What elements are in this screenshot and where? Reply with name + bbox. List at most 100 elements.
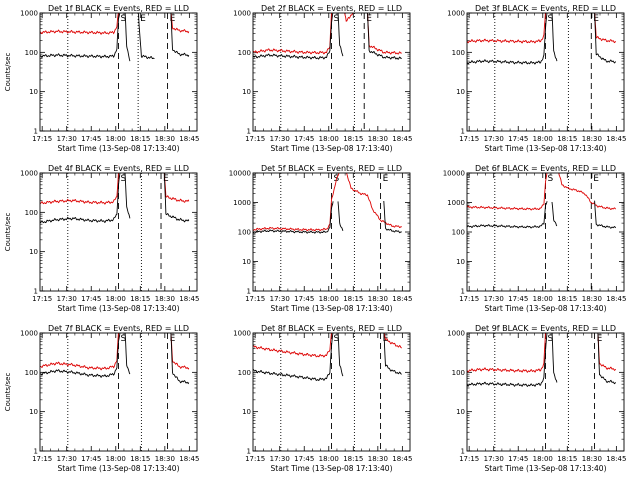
x-tick-label: 18:15 xyxy=(343,135,363,143)
x-tick-label: 17:45 xyxy=(294,135,314,143)
x-tick-label: 17:30 xyxy=(484,295,504,303)
chart-panel-3: Det 3f BLACK = Events, RED = LLD Start Ti… xyxy=(447,4,626,153)
y-tick-label: 1000 xyxy=(447,330,465,338)
y-tick-label: 1000 xyxy=(233,10,251,18)
series-line-events xyxy=(163,173,190,223)
x-tick-label: 18:45 xyxy=(392,295,412,303)
y-tick-label: 1000 xyxy=(447,10,465,18)
x-tick-label: 18:00 xyxy=(533,295,553,303)
x-tick-label: 17:45 xyxy=(81,295,101,303)
marker-label: E xyxy=(593,14,599,24)
chart-title: Det 5f BLACK = Events, RED = LLD xyxy=(261,164,402,173)
y-tick-label: 1 xyxy=(461,128,465,136)
chart-panel-8: Det 8f BLACK = Events, RED = LLD Start Ti… xyxy=(233,324,412,473)
y-axis-label: Counts/sec xyxy=(4,53,12,92)
x-tick-label: 18:30 xyxy=(582,135,602,143)
series-line-events xyxy=(337,13,344,57)
x-axis-label: Start Time (13-Sep-08 17:13:40) xyxy=(271,144,393,153)
x-tick-label: 18:00 xyxy=(533,135,553,143)
y-tick-label: 10 xyxy=(242,408,251,416)
y-tick-label: 10 xyxy=(29,248,38,256)
y-tick-label: 1 xyxy=(34,288,38,296)
series-line-events xyxy=(467,201,548,229)
x-tick-label: 17:15 xyxy=(245,135,265,143)
series-line-lld xyxy=(467,333,546,373)
x-tick-label: 18:00 xyxy=(319,135,339,143)
x-tick-label: 18:00 xyxy=(319,455,339,463)
plot-frame xyxy=(252,12,411,132)
x-tick-label: 17:30 xyxy=(57,295,77,303)
marker-label: S xyxy=(334,14,340,24)
y-tick-label: 100 xyxy=(238,49,251,57)
chart-title: Det 1f BLACK = Events, RED = LLD xyxy=(48,4,189,13)
marker-label: S xyxy=(548,174,554,184)
x-tick-label: 17:30 xyxy=(484,455,504,463)
chart-panel-5: Det 5f BLACK = Events, RED = LLD Start Ti… xyxy=(229,164,413,313)
x-tick-label: 18:45 xyxy=(179,455,199,463)
x-tick-label: 18:30 xyxy=(368,295,388,303)
series-line-events xyxy=(367,13,402,60)
series-line-lld xyxy=(40,13,119,35)
series-line-events xyxy=(40,13,121,59)
x-tick-label: 17:15 xyxy=(245,295,265,303)
chart-title: Det 8f BLACK = Events, RED = LLD xyxy=(261,324,402,333)
plot-frame xyxy=(252,332,411,452)
x-tick-label: 18:30 xyxy=(582,455,602,463)
series-line-events xyxy=(594,200,617,229)
y-axis-label: Counts/sec xyxy=(4,213,12,252)
chart-panel-7: Det 7f BLACK = Events, RED = LLD Start Ti… xyxy=(4,324,199,473)
x-tick-label: 17:45 xyxy=(508,135,528,143)
y-tick-label: 1 xyxy=(34,448,38,456)
x-tick-label: 18:45 xyxy=(392,135,412,143)
series-line-events xyxy=(40,333,121,378)
chart-panel-2: Det 2f BLACK = Events, RED = LLD Start Ti… xyxy=(233,4,412,153)
y-tick-label: 1000 xyxy=(20,330,38,338)
x-axis-label: Start Time (13-Sep-08 17:13:40) xyxy=(58,464,180,473)
y-tick-label: 10 xyxy=(456,258,465,266)
x-tick-label: 18:15 xyxy=(130,295,150,303)
x-tick-label: 17:45 xyxy=(294,295,314,303)
y-tick-label: 1000 xyxy=(20,170,38,178)
chart-panel-6: Det 6f BLACK = Events, RED = LLD Start Ti… xyxy=(443,164,627,313)
x-tick-label: 18:30 xyxy=(582,295,602,303)
chart-title: Det 3f BLACK = Events, RED = LLD xyxy=(475,4,616,13)
x-tick-label: 18:30 xyxy=(155,455,175,463)
series-line-events xyxy=(383,200,402,234)
chart-panel-4: Det 4f BLACK = Events, RED = LLD Start Ti… xyxy=(4,164,199,313)
x-tick-label: 18:15 xyxy=(130,455,150,463)
x-tick-label: 17:30 xyxy=(270,455,290,463)
x-tick-label: 17:15 xyxy=(245,455,265,463)
marker-label: S xyxy=(548,14,554,24)
y-tick-label: 10 xyxy=(456,88,465,96)
series-line-lld xyxy=(594,13,616,44)
y-tick-label: 100 xyxy=(452,369,465,377)
x-axis-label: Start Time (13-Sep-08 17:13:40) xyxy=(58,304,180,313)
x-tick-label: 18:00 xyxy=(106,455,126,463)
plot-frame xyxy=(39,12,198,132)
y-tick-label: 1000 xyxy=(447,199,465,207)
series-line-events xyxy=(597,333,617,385)
x-tick-label: 17:15 xyxy=(459,135,479,143)
x-tick-label: 18:45 xyxy=(606,295,626,303)
series-line-lld xyxy=(170,13,190,34)
series-line-events xyxy=(124,173,131,219)
x-axis-label: Start Time (13-Sep-08 17:13:40) xyxy=(485,304,607,313)
plot-frame xyxy=(39,172,198,292)
series-line-events xyxy=(551,201,558,227)
series-line-lld xyxy=(170,333,190,370)
chart-title: Det 2f BLACK = Events, RED = LLD xyxy=(261,4,402,13)
x-tick-label: 18:45 xyxy=(606,455,626,463)
y-tick-label: 1 xyxy=(247,448,251,456)
x-tick-label: 17:15 xyxy=(459,455,479,463)
series-line-lld xyxy=(253,13,332,55)
x-tick-label: 17:45 xyxy=(294,455,314,463)
marker-label: E xyxy=(170,14,176,24)
series-line-events xyxy=(40,173,121,224)
marker-label: E xyxy=(597,334,603,344)
series-line-lld xyxy=(346,173,402,229)
y-tick-label: 100 xyxy=(25,49,38,57)
x-tick-label: 18:00 xyxy=(533,455,553,463)
x-axis-label: Start Time (13-Sep-08 17:13:40) xyxy=(271,464,393,473)
marker-label: E xyxy=(163,174,169,184)
series-line-events xyxy=(383,333,402,375)
